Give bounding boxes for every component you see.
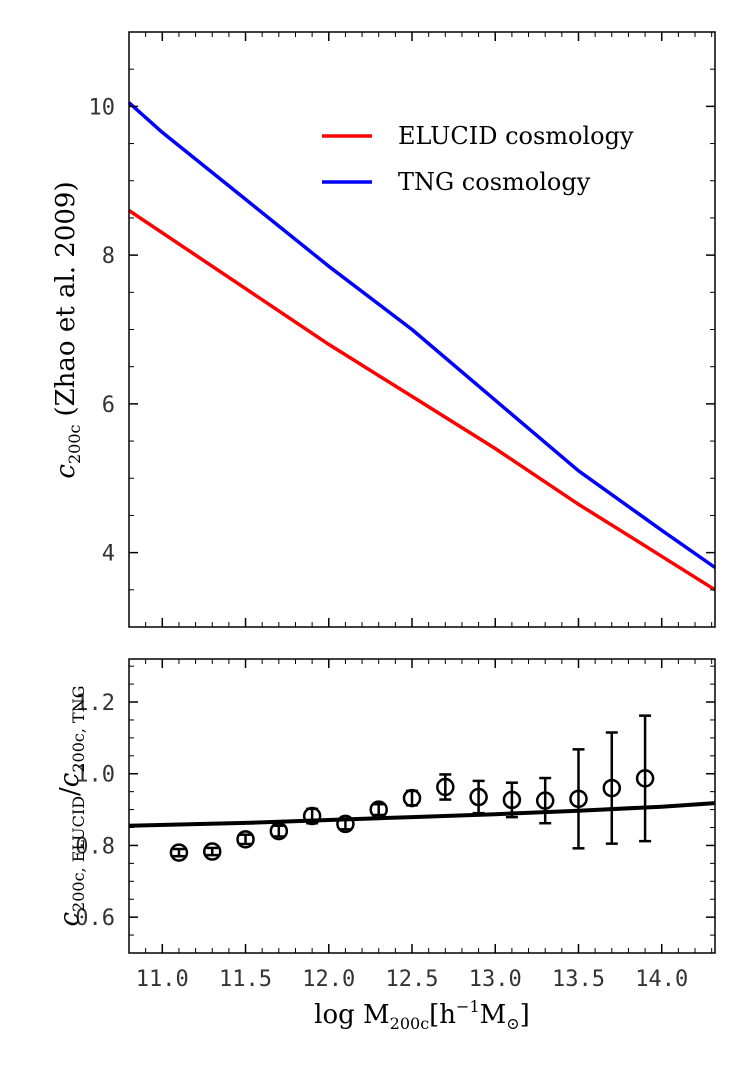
bottom-plot-frame [128,658,716,954]
bottom-ytick-label: 1.0 [75,763,115,788]
data-point [336,814,355,834]
bottom-ytick-label: 0.6 [75,906,115,931]
data-point [469,787,488,807]
bottom-xtick-label: 12.0 [302,967,355,992]
bottom-ylabel-symbol-den: c [55,772,85,787]
bottom-y-axis-label: c200c, ELUCID/c200c, TNG [55,686,88,927]
bottom-ytick-label: 1.2 [75,691,115,716]
bottom-xtick-label: 13.5 [552,967,605,992]
top-ytick-label: 4 [102,542,115,567]
bottom-ticks: 0.6 0.8 1.0 1.2 11.0 11.5 12.0 12.5 13.0 13.5 14.0 [75,659,715,992]
legend-label-elucid: ELUCID cosmology [398,122,634,150]
bottom-xtick-label: 13.0 [469,967,522,992]
top-ticks: 4 6 8 10 [89,31,715,628]
bottom-ylabel-sub-den: 200c, TNG [69,686,88,773]
top-panel: 4 6 8 10 ELUCID cosmology TNG cosmology c20… [51,31,717,628]
xlabel-superscript: −1 [456,997,480,1016]
xlabel-unit: M [480,1000,507,1030]
top-series-lines [127,101,717,592]
data-point [236,830,255,849]
top-ytick-label: 8 [102,244,115,269]
top-plot-frame [128,31,716,628]
data-point [436,777,455,797]
top-ytick-label: 10 [89,95,116,120]
data-point [569,789,588,809]
top-ylabel-suffix: (Zhao et al. 2009) [51,181,81,416]
bottom-xtick-label: 14.0 [635,967,688,992]
bottom-ytick-label: 0.8 [75,834,115,859]
bottom-ratio-line [128,801,716,828]
data-point [602,778,622,798]
legend-label-tng: TNG cosmology [398,168,591,196]
x-axis-label: log M200c[h−1M⊙] [314,997,530,1033]
bottom-xtick-label: 11.5 [219,967,272,992]
data-point [635,769,655,788]
xlabel-subscript: 200c [390,1014,430,1033]
top-ylabel-symbol: c [51,464,81,479]
top-y-axis-label: c200c (Zhao et al. 2009) [51,181,84,478]
series-line-elucid [128,209,716,592]
bottom-xtick-label: 12.5 [386,967,439,992]
bottom-ylabel-sub-num: 200c, ELUCID [69,796,88,912]
ratio-curve [128,801,716,828]
data-point [169,843,189,862]
xlabel-bracket: [h [429,1000,456,1030]
data-point [202,842,222,861]
xlabel-log-m: log M [314,1000,390,1030]
data-point [302,806,322,826]
legend: ELUCID cosmology TNG cosmology [322,122,634,196]
data-point [369,800,388,819]
data-point [502,790,522,810]
bottom-ylabel-symbol-num: c [55,912,85,927]
top-ytick-label: 6 [102,393,115,418]
bottom-data-points [169,714,655,862]
bottom-xtick-label: 11.0 [136,967,189,992]
data-point [269,821,289,841]
bottom-ylabel-slash: / [55,787,85,796]
data-point [535,791,555,810]
xlabel-sun-symbol: ⊙ [506,1014,519,1033]
xlabel-close-bracket: ] [520,1000,530,1030]
top-ylabel-subscript: 200c [65,425,84,465]
bottom-panel: 0.6 0.8 1.0 1.2 11.0 11.5 12.0 12.5 13.0 13.5 14.0… [55,658,716,1033]
series-line-tng [127,101,717,569]
data-point [402,788,422,808]
